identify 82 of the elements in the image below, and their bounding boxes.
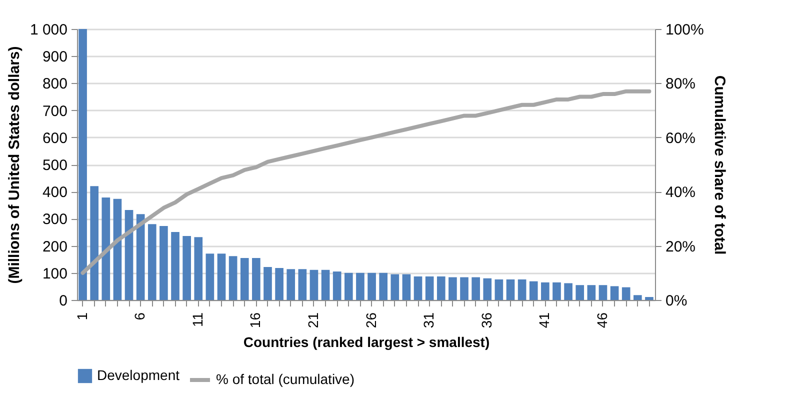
bar (587, 285, 596, 300)
x-tick-label: 46 (594, 312, 610, 328)
y-tick-label: 700 (42, 102, 68, 120)
y2-tick-label: 80% (666, 76, 696, 93)
bar (448, 277, 457, 300)
y2-tick-label: 100% (666, 22, 704, 38)
y-tick-label: 600 (42, 130, 68, 147)
bar (286, 269, 296, 300)
bar (228, 256, 238, 300)
bar (275, 268, 284, 300)
bar (494, 279, 504, 300)
bar (252, 258, 260, 300)
bar (148, 224, 156, 300)
y2-axis-title: Cumulative share of total (710, 75, 728, 255)
y-tick-label: 0 (59, 292, 68, 310)
bar (379, 272, 388, 300)
bar (332, 272, 342, 300)
line-series (80, 89, 652, 275)
y2-tick-label: 40% (666, 184, 696, 202)
bar (414, 276, 422, 300)
y-tick-label: 500 (42, 157, 68, 174)
bar (610, 286, 619, 300)
bar (102, 198, 110, 300)
x-tick-label: 6 (132, 312, 148, 320)
bar (529, 281, 538, 300)
y-tick-label: 300 (42, 211, 68, 228)
x-tick-label: 11 (189, 312, 206, 328)
bar (460, 277, 468, 300)
x-tick-label: 16 (247, 312, 264, 328)
x-tick-label: 1 (74, 312, 90, 320)
bar (356, 272, 364, 300)
bar (90, 186, 98, 300)
bar (436, 276, 446, 300)
y-tick-label: 100 (42, 265, 68, 282)
bar (124, 210, 134, 300)
x-tick-label: 36 (478, 312, 494, 328)
y-tick-label: 400 (42, 184, 68, 202)
bar (113, 198, 122, 300)
bar (240, 258, 249, 300)
bar (518, 279, 526, 300)
bar (310, 270, 318, 300)
x-tick-label: 31 (420, 312, 437, 328)
bar (576, 285, 584, 300)
bar (217, 254, 226, 300)
bar (194, 237, 203, 300)
bar (368, 272, 376, 300)
y-tick-label: 800 (42, 76, 68, 93)
bar (206, 254, 214, 300)
bar (634, 295, 642, 300)
bar (552, 282, 561, 300)
bar (425, 276, 434, 300)
x-tick-label: 41 (536, 312, 552, 328)
bar (506, 279, 515, 300)
bar (483, 278, 492, 300)
bar (645, 297, 654, 300)
y2-tick-label: 60% (666, 130, 696, 147)
bar (171, 232, 180, 300)
bar (160, 226, 168, 300)
legend-label: % of total (cumulative) (216, 371, 354, 387)
bar (598, 285, 608, 300)
y-tick-label: 200 (42, 238, 68, 256)
bar (264, 266, 272, 300)
x-tick-label: 26 (362, 312, 379, 328)
bar (402, 274, 411, 300)
legend-label: Development (97, 367, 180, 383)
bar (622, 287, 630, 300)
bar (541, 282, 550, 300)
y-tick-label: 900 (42, 48, 68, 66)
bar (136, 214, 145, 300)
bar (298, 269, 307, 300)
y-tick-label: 1 000 (30, 22, 68, 38)
bar (472, 277, 480, 300)
bar (390, 274, 400, 300)
x-tick-label: 21 (304, 312, 321, 328)
bar (564, 283, 572, 300)
bar (321, 270, 330, 300)
y2-tick-label: 20% (666, 238, 696, 256)
y-axis-title: (Millions of United States dollars) (6, 46, 23, 284)
x-axis-title: Countries (ranked largest > smallest) (243, 334, 490, 350)
bar (344, 272, 353, 300)
y2-tick-label: 0% (666, 292, 688, 310)
bar (182, 236, 191, 300)
